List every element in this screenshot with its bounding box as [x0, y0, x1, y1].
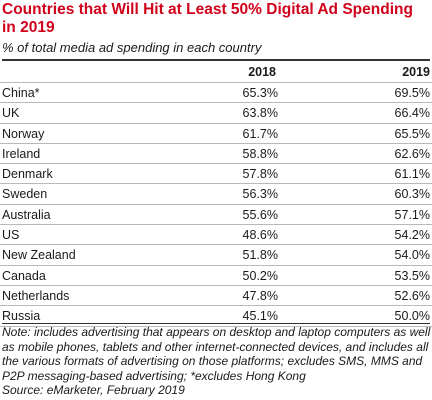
country-cell: US	[2, 228, 20, 243]
chart-title: Countries that Will Hit at Least 50% Dig…	[2, 1, 413, 36]
table-row: China* 65.3% 69.5%	[0, 83, 432, 104]
chart-subtitle: % of total media ad spending in each cou…	[2, 40, 262, 55]
value-2019-cell: 50.0%	[394, 309, 430, 324]
value-2018-cell: 57.8%	[242, 167, 278, 182]
value-2018-cell: 47.8%	[242, 288, 278, 303]
value-2018-cell: 56.3%	[242, 187, 278, 202]
table-row: Denmark 57.8% 61.1%	[0, 164, 432, 185]
table-row: Canada 50.2% 53.5%	[0, 266, 432, 286]
value-2019-cell: 52.6%	[394, 288, 430, 303]
table-row: Sweden 56.3% 60.3%	[0, 184, 432, 205]
value-2018-cell: 45.1%	[242, 309, 278, 324]
column-header-2018: 2018	[248, 65, 276, 79]
country-cell: Australia	[2, 207, 51, 222]
value-2018-cell: 61.7%	[242, 126, 278, 141]
header-rule	[2, 59, 430, 61]
country-cell: UK	[2, 106, 20, 121]
country-cell: Netherlands	[2, 288, 70, 303]
value-2019-cell: 53.5%	[394, 268, 430, 283]
country-cell: New Zealand	[2, 248, 76, 263]
country-cell: Russia	[2, 309, 41, 324]
country-cell: Canada	[2, 268, 46, 283]
value-2019-cell: 60.3%	[394, 187, 430, 202]
source-text: Source: eMarketer, February 2019	[2, 383, 185, 398]
value-2019-cell: 54.0%	[394, 248, 430, 263]
country-cell: Denmark	[2, 167, 53, 182]
country-cell: Norway	[2, 126, 45, 141]
table-row: Ireland 58.8% 62.6%	[0, 144, 432, 165]
note-text: Note: includes advertising that appears …	[2, 325, 431, 383]
footer-rule	[2, 323, 430, 324]
value-2019-cell: 66.4%	[394, 106, 430, 121]
value-2018-cell: 63.8%	[242, 106, 278, 121]
table-row: Russia 45.1% 50.0%	[0, 306, 432, 327]
table-header-row: 2018 2019	[0, 62, 432, 83]
table-row: Norway 61.7% 65.5%	[0, 124, 432, 144]
value-2018-cell: 65.3%	[242, 86, 278, 100]
country-cell: China*	[2, 86, 40, 100]
data-table: 2018 2019 China* 65.3% 69.5% UK 63.8% 66.4% No…	[0, 62, 432, 327]
table-row: Netherlands 47.8% 52.6%	[0, 286, 432, 307]
value-2019-cell: 69.5%	[394, 86, 430, 100]
table-body: China* 65.3% 69.5% UK 63.8% 66.4% Norway 61.7% 6…	[0, 83, 432, 327]
value-2018-cell: 51.8%	[242, 248, 278, 263]
table-row: Australia 55.6% 57.1%	[0, 205, 432, 226]
value-2018-cell: 50.2%	[242, 268, 278, 283]
value-2019-cell: 54.2%	[394, 228, 430, 243]
country-cell: Ireland	[2, 146, 41, 161]
chart-note: Note: includes advertising that appears …	[2, 325, 432, 398]
table-row: US 48.6% 54.2%	[0, 225, 432, 246]
table-row: New Zealand 51.8% 54.0%	[0, 245, 432, 266]
value-2019-cell: 61.1%	[394, 167, 430, 182]
table-row: UK 63.8% 66.4%	[0, 103, 432, 124]
value-2019-cell: 57.1%	[394, 207, 430, 222]
country-cell: Sweden	[2, 187, 48, 202]
value-2018-cell: 48.6%	[242, 228, 278, 243]
column-header-2019: 2019	[402, 65, 430, 79]
value-2019-cell: 62.6%	[394, 146, 430, 161]
value-2018-cell: 55.6%	[242, 207, 278, 222]
value-2019-cell: 65.5%	[394, 126, 430, 141]
value-2018-cell: 58.8%	[242, 146, 278, 161]
